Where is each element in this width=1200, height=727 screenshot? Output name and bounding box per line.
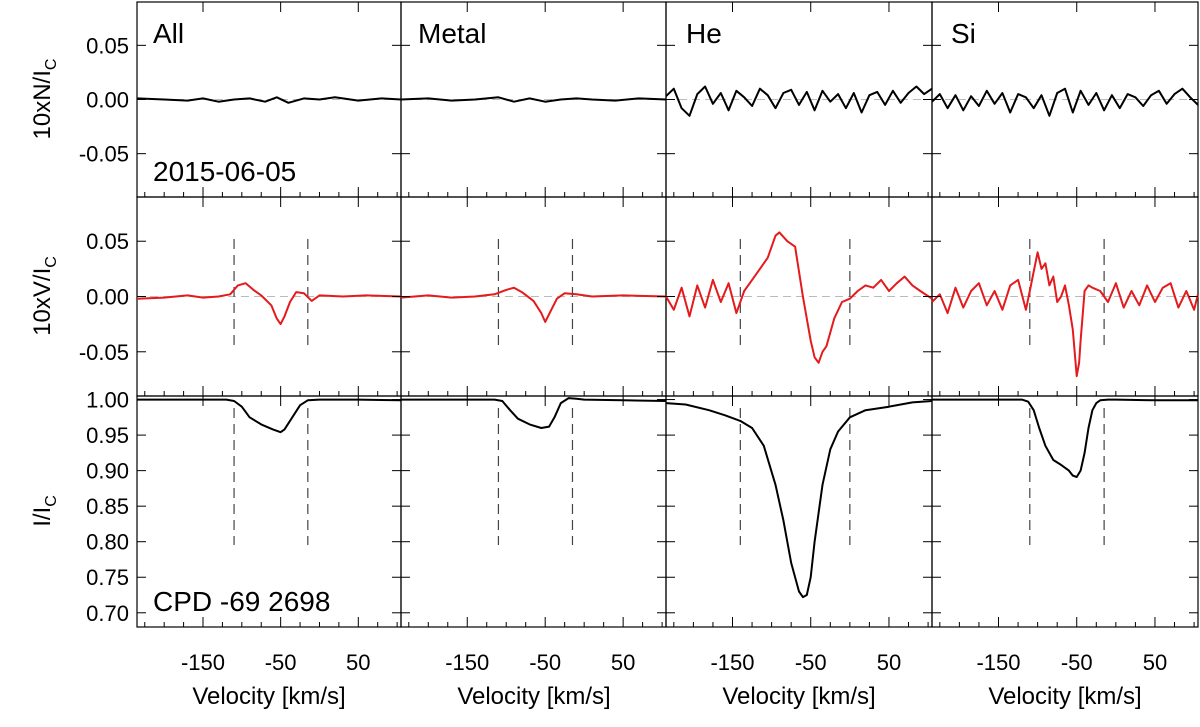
x-tick-label-si: -50 [1061,650,1093,675]
profile-line-si-n [931,87,1199,117]
y-axis-title-n: 10xN/IC [29,59,60,140]
star-name: CPD -69 2698 [153,586,330,617]
column-label-metal: Metal [418,18,486,49]
x-tick-label-metal: -50 [529,650,561,675]
y-tick-label-n: 0.05 [86,33,129,58]
x-axis-title-si: Velocity [km/s] [988,683,1141,710]
profile-lines [136,85,1199,599]
profile-line-all-v [136,282,402,326]
profile-line-he-n [665,85,933,117]
y-tick-label-i: 0.80 [86,530,129,555]
x-tick-label-he: 50 [877,650,901,675]
x-tick-label-all: -50 [265,650,297,675]
profile-line-metal-i [401,397,667,429]
y-tick-label-i: 0.75 [86,565,129,590]
profile-line-si-v [931,251,1199,378]
x-axis-title-metal: Velocity [km/s] [457,683,610,710]
profile-line-he-v [665,231,933,364]
profile-line-metal-n [400,96,667,103]
y-tick-label-i: 1.00 [86,388,129,413]
y-axis-title-v: 10xV/IC [29,256,60,336]
x-tick-label-all: -150 [181,650,225,675]
column-label-all: All [153,18,184,49]
x-tick-label-he: -150 [710,650,754,675]
profile-line-all-i [137,398,402,434]
y-tick-label-n: -0.05 [79,142,129,167]
y-tick-label-i: 0.85 [86,494,129,519]
column-label-he: He [686,18,722,49]
x-tick-label-si: 50 [1143,650,1167,675]
x-tick-label-metal: 50 [611,650,635,675]
profile-line-si-i [932,398,1198,478]
panel-frame-si-i [931,395,1199,628]
column-label-si: Si [951,18,976,49]
y-axis-title-i: I/IC [29,495,60,527]
x-tick-label-si: -150 [976,650,1020,675]
axis-labels: 0.05 0.00 -0.05 0.05 0.00 -0.05 -150 -50 50 -150 -… [79,33,1167,675]
profile-line-metal-v [400,286,667,323]
x-tick-label-metal: -150 [445,650,489,675]
profile-line-all-n [136,96,402,104]
x-axis-title-all: Velocity [km/s] [192,683,345,710]
y-tick-label-i: 0.90 [86,459,129,484]
x-axis-title-he: Velocity [km/s] [722,683,875,710]
panel-frame-metal-i [400,395,667,628]
x-tick-label-all: 50 [346,650,370,675]
profile-line-he-i [665,400,933,599]
x-tick-label-he: -50 [795,650,827,675]
y-tick-label-v: -0.05 [79,340,129,365]
axis-ticks [137,2,1198,627]
y-tick-label-v: 0.00 [86,285,129,310]
y-tick-label-i: 0.70 [86,601,129,626]
y-tick-label-i: 0.95 [86,423,129,448]
y-tick-label-n: 0.00 [86,88,129,113]
y-tick-label-v: 0.05 [86,229,129,254]
observation-date: 2015-06-05 [153,156,296,187]
